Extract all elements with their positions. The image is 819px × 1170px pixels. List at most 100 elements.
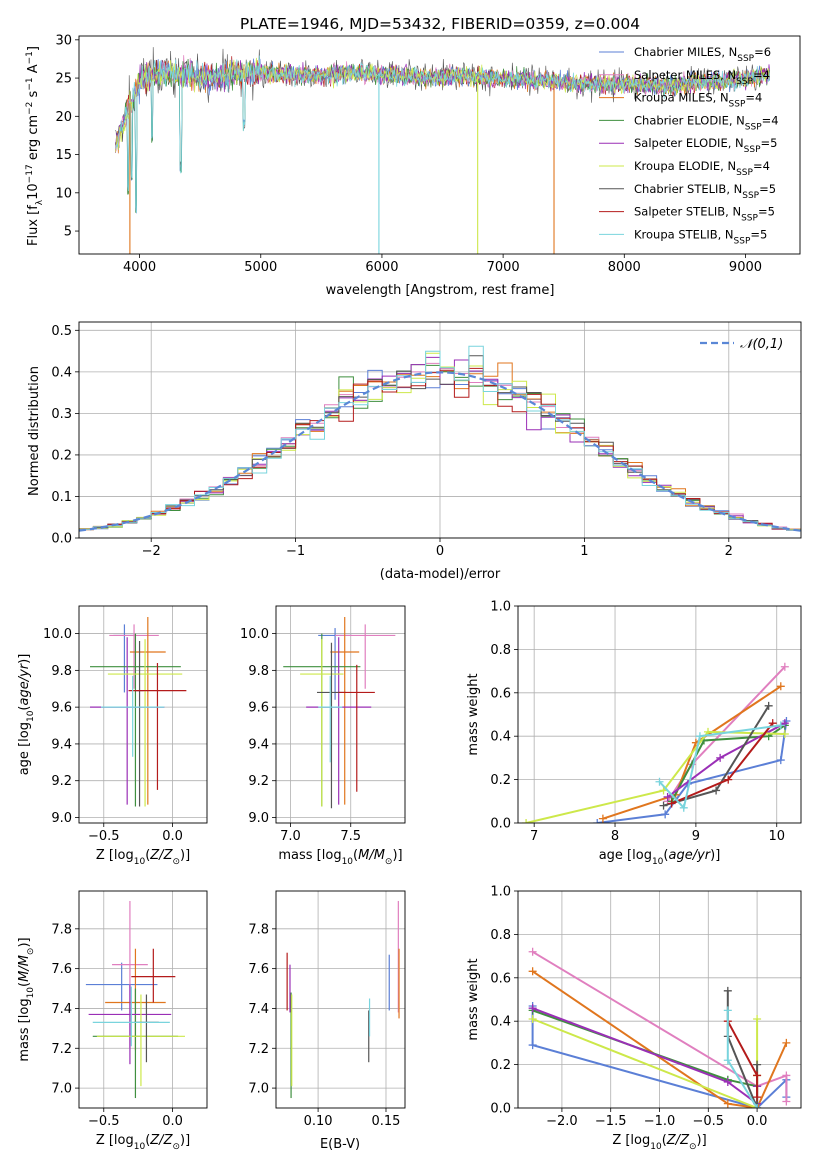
legend-label: Salpeter MILES, NSSP=4 — [634, 68, 770, 87]
panel-mass-vs-Z: −0.5 0.07.07.27.47.67.8Z [log10(Z/Z⊙)]mas… — [17, 890, 208, 1152]
x-axis-label-part: age/yr — [668, 848, 711, 863]
y-tick-label: 9.4 — [248, 737, 269, 752]
y-axis-label-part: A — [26, 64, 41, 77]
panel-mass-vs-ebv: 0.10 0.15 7.0 7.2 7.4 7.6 7.8 — [248, 890, 406, 1129]
x-tick-label: 7000 — [487, 260, 520, 275]
errorbar-point — [90, 637, 165, 805]
weight-marker — [764, 701, 773, 710]
x-tick-label: −2 — [142, 544, 161, 559]
y-axis-label-part: λ — [35, 199, 45, 205]
y-axis-label-part: −17 — [25, 164, 35, 183]
y-tick-label: 0.1 — [51, 490, 72, 505]
panel-age-vs-mass: 7.0 7.5 9.0 9.2 9.4 9.6 9.8 10.0 mass [log10(M/M… — [240, 605, 406, 867]
ticks: 0.10 0.15 7.0 7.2 7.4 7.6 7.8 — [248, 922, 400, 1129]
y-axis-label-part: )] — [17, 937, 32, 947]
weight-marker — [528, 947, 537, 956]
figure-title: PLATE=1946, MJD=53432, FIBERID=0359, z=0… — [240, 15, 640, 33]
legend: 𝒩(0,1) — [700, 337, 783, 352]
legend-label-part: Kroupa MILES, N — [634, 91, 729, 105]
legend-label: Chabrier STELIB, NSSP=5 — [634, 182, 776, 201]
y-tick-label: 7.2 — [51, 1042, 72, 1057]
weight-marker — [522, 819, 531, 823]
y-axis-label-part: −2 — [25, 102, 35, 115]
weight-marker — [679, 803, 688, 812]
weight-marker — [661, 810, 670, 819]
axes-frame — [517, 605, 802, 824]
y-axis-label-part: mass [log — [17, 998, 32, 1061]
errorbar-point — [318, 675, 343, 763]
legend-label-part: SSP — [742, 191, 759, 201]
weight-marker — [780, 719, 789, 728]
plot-area — [79, 606, 207, 823]
weight-series — [723, 1017, 762, 1102]
y-tick-label: 20 — [55, 110, 72, 125]
legend-label-part: =4 — [745, 91, 762, 105]
legend-label: Chabrier MILES, NSSP=6 — [634, 45, 771, 64]
y-tick-label: 0.8 — [490, 928, 511, 943]
ticks: −2 −1 0 1 2 0.0 0.1 0.2 0.3 0.4 0.5 — [51, 324, 733, 559]
legend-label-part: Chabrier MILES, N — [634, 45, 737, 59]
legend-label: Salpeter STELIB, NSSP=5 — [634, 205, 775, 224]
x-axis-label: Z [log10(Z/Z⊙)] — [96, 848, 190, 867]
y-axis-label-part: ⊙ — [26, 948, 36, 956]
ticks: 4000 5000 6000 7000 8000 9000 5 10 15 20 25 30 — [55, 33, 762, 275]
weight-line — [532, 970, 788, 1108]
y-tick-label: 0.0 — [51, 532, 72, 547]
legend-label-part: Salpeter STELIB, N — [634, 205, 741, 219]
weight-line — [532, 1018, 759, 1108]
weight-line — [602, 685, 782, 820]
y-tick-label: 0.8 — [490, 643, 511, 658]
y-axis-label-part: −1 — [25, 77, 35, 90]
legend-label-part: Chabrier STELIB, N — [634, 182, 742, 196]
weight-marker — [782, 1097, 791, 1106]
y-axis-label-part: ] — [26, 46, 41, 51]
x-axis-label: (data-model)/error — [380, 567, 501, 582]
y-tick-label: 0.0 — [490, 817, 511, 832]
y-tick-label: 30 — [55, 33, 72, 48]
x-tick-label: 0.10 — [304, 1114, 333, 1129]
x-axis-label-part: )] — [697, 1133, 707, 1148]
x-tick-label: 10 — [768, 829, 785, 844]
weight-line — [670, 724, 786, 802]
y-tick-label: 9.6 — [248, 701, 269, 716]
x-tick-label: 0.0 — [162, 829, 183, 844]
weight-marker — [724, 775, 733, 784]
y-tick-label: 7.6 — [248, 962, 269, 977]
legend-label-part: SSP — [741, 214, 758, 224]
y-tick-label: 0.4 — [51, 365, 72, 380]
x-tick-label: −0.5 — [88, 829, 120, 844]
x-tick-label: 8000 — [608, 260, 641, 275]
errorbar-point — [101, 675, 165, 757]
x-tick-label: −1.5 — [595, 1114, 627, 1129]
weight-marker — [712, 786, 721, 795]
weight-marker — [776, 756, 785, 765]
legend-label-part: =5 — [759, 182, 776, 196]
y-tick-label: 9.8 — [248, 664, 269, 679]
x-axis-label: Z [log10(Z/Z⊙)] — [612, 1133, 706, 1152]
y-tick-label: 0.0 — [490, 1102, 511, 1117]
y-tick-label: 7.8 — [248, 922, 269, 937]
x-axis-label-part: M/M — [358, 848, 385, 863]
x-axis-label-part: Z/Z — [149, 1133, 173, 1148]
weight-marker — [723, 1006, 732, 1015]
ticks: 7.0 7.5 9.0 9.2 9.4 9.6 9.8 10.0 — [240, 627, 361, 844]
legend-label: Kroupa MILES, NSSP=4 — [634, 91, 762, 110]
legend-label-part: Kroupa ELODIE, N — [634, 159, 736, 173]
x-tick-label: 0.0 — [162, 1114, 183, 1129]
axes-frame — [275, 890, 406, 1109]
y-axis-label: Flux [fλ10−17 erg cm−2 s−1 A−1] — [25, 46, 45, 246]
errorbar-point — [131, 948, 176, 1003]
y-tick-label: 10.0 — [43, 627, 72, 642]
ticks: 7 8 9 10 0.0 0.2 0.4 0.6 0.8 1.0 — [490, 600, 785, 845]
errorbar-point — [92, 988, 179, 1099]
weight-marker — [782, 1071, 791, 1080]
weight-marker — [528, 1041, 537, 1050]
legend-label-part: =6 — [754, 45, 771, 59]
x-axis-label-part: Z [log — [96, 848, 134, 863]
weight-marker — [667, 799, 676, 808]
errorbar-point — [92, 986, 170, 1047]
y-tick-label: 0.2 — [490, 1058, 511, 1073]
spectrum-line — [115, 57, 771, 153]
x-axis-label-part: 10 — [134, 1142, 146, 1152]
